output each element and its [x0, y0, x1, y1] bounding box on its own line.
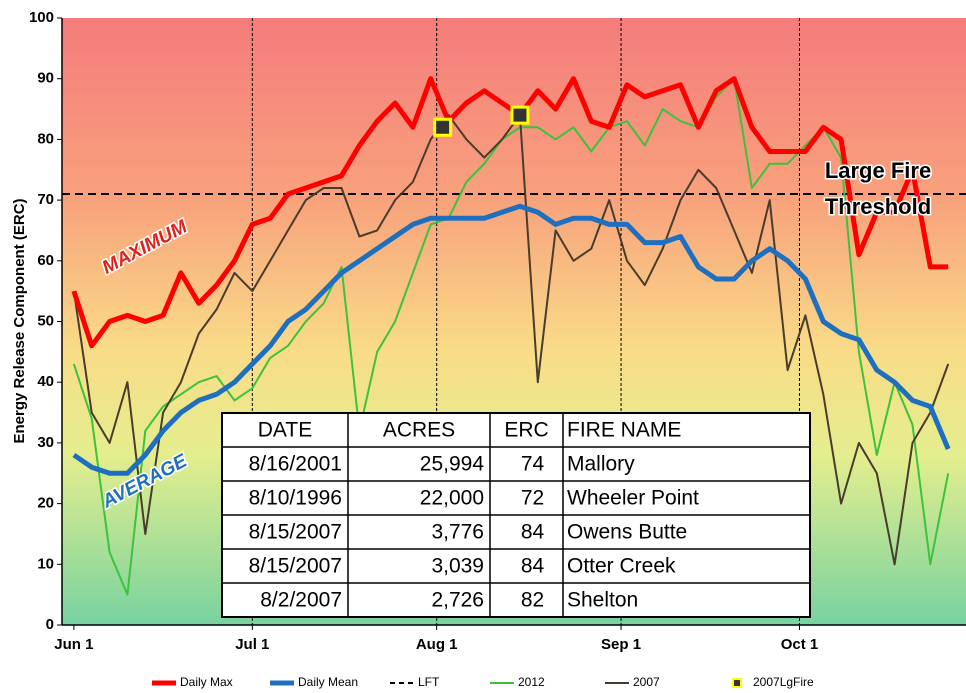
table-header: ERC — [504, 419, 548, 442]
table-cell: 3,039 — [431, 555, 484, 578]
legend-label: 2012 — [518, 675, 545, 689]
table-cell: 8/10/1996 — [249, 487, 342, 510]
annotation: Threshold — [825, 194, 931, 219]
y-tick-label: 30 — [37, 434, 54, 451]
x-tick-label: Jul 1 — [235, 636, 269, 653]
y-tick-label: 0 — [46, 616, 54, 633]
legend-label: Daily Max — [180, 675, 233, 689]
legend-label: 2007 — [633, 675, 660, 689]
lgfire-marker — [433, 117, 453, 137]
y-tick-label: 100 — [29, 9, 54, 26]
y-tick-label: 40 — [37, 373, 54, 390]
table-cell: 8/2/2007 — [260, 589, 342, 612]
lgfire-marker — [510, 105, 530, 125]
x-tick-label: Oct 1 — [781, 636, 819, 653]
table-header: FIRE NAME — [567, 419, 681, 442]
series-line — [72, 114, 950, 566]
table-cell: 22,000 — [420, 487, 484, 510]
table-cell: Mallory — [567, 453, 635, 476]
table-cell: Wheeler Point — [567, 487, 699, 510]
y-tick-label: 70 — [37, 191, 54, 208]
table-cell: 25,994 — [420, 453, 485, 476]
y-tick-label: 50 — [37, 312, 54, 329]
y-tick-label: 20 — [37, 495, 54, 512]
table-cell: 8/15/2007 — [249, 521, 342, 544]
y-tick-label: 60 — [37, 252, 54, 269]
legend-label: LFT — [418, 675, 440, 689]
table-header: ACRES — [383, 419, 455, 442]
table-cell: Owens Butte — [567, 521, 687, 544]
table-cell: 8/16/2001 — [249, 453, 342, 476]
y-tick-label: 10 — [37, 555, 54, 572]
y-tick-label: 90 — [37, 70, 54, 87]
table-header: DATE — [258, 419, 312, 442]
series-line — [72, 77, 950, 596]
legend-swatch — [732, 678, 742, 688]
table-cell: Otter Creek — [567, 555, 676, 578]
series-line — [72, 203, 951, 476]
table-cell: 8/15/2007 — [249, 555, 342, 578]
x-tick-label: Sep 1 — [601, 636, 641, 653]
legend-label: 2007LgFire — [753, 675, 814, 689]
x-tick-label: Aug 1 — [416, 636, 458, 653]
x-tick-label: Jun 1 — [54, 636, 93, 653]
y-tick-label: 80 — [37, 130, 54, 147]
table-cell: 72 — [521, 487, 544, 510]
table-cell: 2,726 — [431, 589, 484, 612]
table-cell: 3,776 — [431, 521, 484, 544]
table-cell: 84 — [521, 555, 545, 578]
table-cell: 74 — [521, 453, 545, 476]
annotation: Large Fire — [825, 158, 931, 183]
table-cell: 84 — [521, 521, 545, 544]
table-cell: Shelton — [567, 589, 638, 612]
y-axis-label: Energy Release Component (ERC) — [11, 198, 28, 443]
legend-label: Daily Mean — [298, 675, 358, 689]
table-cell: 82 — [521, 589, 544, 612]
